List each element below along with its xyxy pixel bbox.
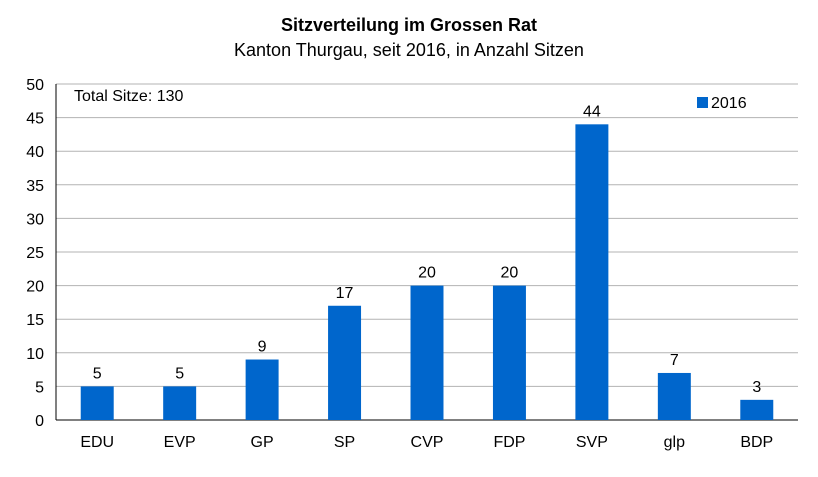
data-label: 7 bbox=[670, 352, 679, 369]
y-tick-label: 0 bbox=[35, 413, 44, 430]
data-label: 5 bbox=[93, 365, 102, 382]
bar bbox=[657, 372, 691, 420]
bar bbox=[575, 124, 609, 420]
bar bbox=[328, 305, 362, 420]
y-tick-label: 50 bbox=[26, 77, 44, 94]
x-tick-label: glp bbox=[664, 434, 685, 451]
bar bbox=[245, 359, 279, 420]
y-tick-label: 35 bbox=[26, 178, 44, 195]
data-label: 5 bbox=[175, 365, 184, 382]
x-tick-label: BDP bbox=[740, 434, 773, 451]
y-tick-label: 40 bbox=[26, 144, 44, 161]
x-tick-label: FDP bbox=[493, 434, 525, 451]
legend-swatch bbox=[697, 97, 708, 108]
y-tick-label: 5 bbox=[35, 379, 44, 396]
bar bbox=[492, 285, 526, 420]
data-label: 20 bbox=[501, 265, 519, 282]
y-tick-label: 45 bbox=[26, 111, 44, 128]
data-label: 9 bbox=[258, 339, 267, 356]
data-label: 20 bbox=[418, 265, 436, 282]
chart-subtitle: Kanton Thurgau, seit 2016, in Anzahl Sit… bbox=[234, 40, 584, 60]
y-tick-label: 25 bbox=[26, 245, 44, 262]
data-label: 44 bbox=[583, 103, 601, 120]
total-annotation: Total Sitze: 130 bbox=[74, 88, 184, 105]
x-tick-label: CVP bbox=[411, 434, 444, 451]
x-tick-label: SP bbox=[334, 434, 355, 451]
bar bbox=[80, 386, 114, 420]
x-tick-label: GP bbox=[251, 434, 274, 451]
y-tick-label: 10 bbox=[26, 346, 44, 363]
x-tick-label: SVP bbox=[576, 434, 608, 451]
bar bbox=[163, 386, 197, 420]
y-tick-label: 30 bbox=[26, 211, 44, 228]
x-tick-label: EVP bbox=[164, 434, 196, 451]
chart-title: Sitzverteilung im Grossen Rat bbox=[280, 15, 538, 35]
bar bbox=[740, 399, 774, 420]
data-label: 3 bbox=[752, 379, 761, 396]
data-label: 17 bbox=[336, 285, 354, 302]
x-tick-label: EDU bbox=[80, 434, 114, 451]
y-tick-label: 20 bbox=[26, 279, 44, 296]
y-tick-label: 15 bbox=[26, 312, 44, 329]
legend-label: 2016 bbox=[711, 95, 747, 112]
bar bbox=[410, 285, 444, 420]
